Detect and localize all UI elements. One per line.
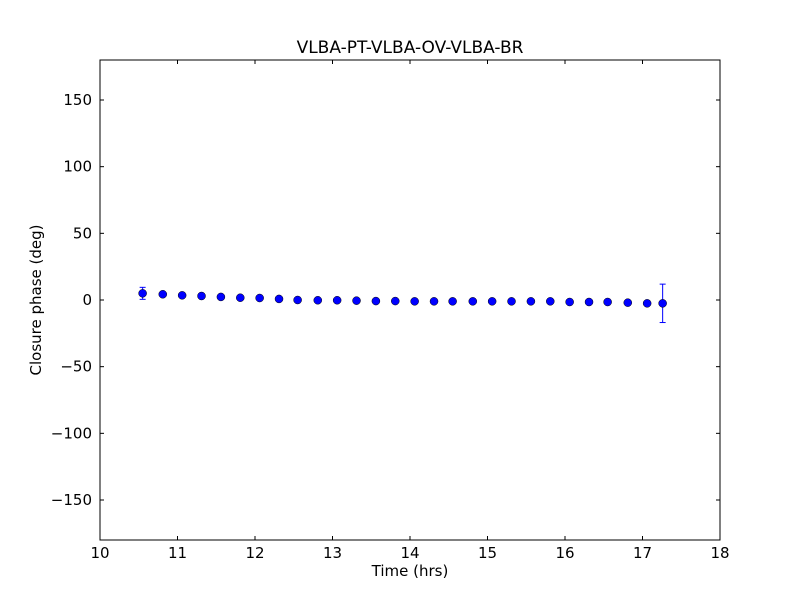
y-tick-label: 150 xyxy=(63,91,92,109)
data-point xyxy=(565,297,574,307)
data-point xyxy=(603,297,612,307)
data-point xyxy=(255,293,264,303)
y-axis-label: Closure phase (deg) xyxy=(27,225,45,376)
y-tick-label: −50 xyxy=(60,358,92,376)
data-point xyxy=(429,297,439,306)
data-point xyxy=(642,299,652,308)
data-point xyxy=(236,293,245,302)
data-point xyxy=(448,297,457,306)
data-point xyxy=(313,296,323,305)
data-point xyxy=(274,294,284,304)
data-point xyxy=(546,297,555,306)
data-point xyxy=(216,292,226,302)
x-tick-label: 13 xyxy=(323,544,342,562)
data-point xyxy=(507,297,516,306)
data-point xyxy=(410,297,419,306)
x-tick-label: 11 xyxy=(168,544,187,562)
data-point xyxy=(352,296,361,305)
chart-title: VLBA-PT-VLBA-OV-VLBA-BR xyxy=(297,38,524,58)
x-axis-label: Time (hrs) xyxy=(371,562,449,580)
data-point xyxy=(293,295,302,305)
y-tick-label: 0 xyxy=(82,291,92,309)
x-tick-label: 14 xyxy=(400,544,419,562)
data-point xyxy=(158,290,168,299)
data-point xyxy=(584,297,594,307)
data-point xyxy=(623,298,633,307)
x-tick-label: 17 xyxy=(633,544,652,562)
data-point xyxy=(658,299,667,308)
data-point xyxy=(371,296,381,306)
y-tick-label: −150 xyxy=(51,491,92,509)
data-point xyxy=(177,291,187,300)
data-point xyxy=(138,289,147,298)
data-point xyxy=(391,296,400,306)
data-point xyxy=(197,291,206,301)
plot-frame xyxy=(99,59,721,541)
y-tick-label: −100 xyxy=(51,424,92,442)
x-tick-label: 15 xyxy=(478,544,497,562)
data-point xyxy=(332,296,342,305)
y-tick-label: 100 xyxy=(63,158,92,176)
data-point xyxy=(526,297,536,306)
x-tick-label: 10 xyxy=(90,544,109,562)
data-point xyxy=(487,297,497,306)
x-tick-label: 16 xyxy=(555,544,574,562)
x-tick-label: 18 xyxy=(710,544,729,562)
x-tick-label: 12 xyxy=(245,544,264,562)
data-point xyxy=(468,297,478,306)
y-tick-label: 50 xyxy=(73,224,92,242)
